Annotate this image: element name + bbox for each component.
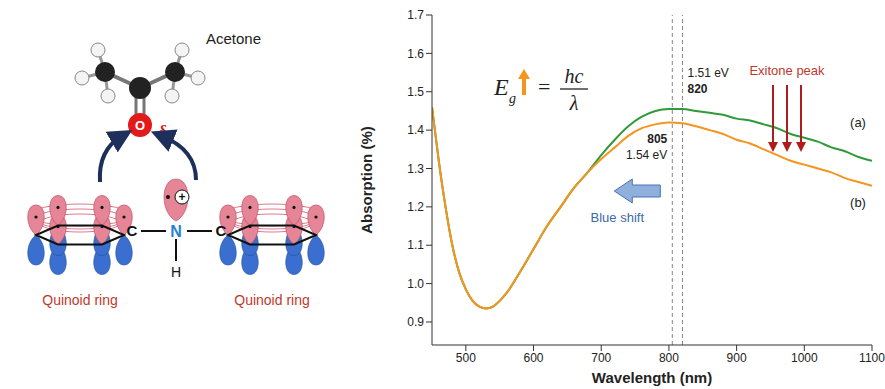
svg-text:1.1: 1.1 — [407, 238, 424, 252]
svg-text:1100: 1100 — [859, 351, 885, 365]
svg-text:C: C — [127, 222, 138, 239]
svg-text:800: 800 — [659, 351, 679, 365]
svg-text:N: N — [170, 223, 182, 240]
svg-text:+: + — [178, 190, 185, 204]
svg-text:(b): (b) — [850, 195, 866, 210]
svg-text:C: C — [216, 222, 227, 239]
svg-text:δ: δ — [158, 122, 167, 141]
svg-text:λ: λ — [569, 92, 579, 114]
svg-text:1.4: 1.4 — [407, 123, 424, 137]
svg-text:1.7: 1.7 — [407, 8, 424, 22]
svg-text:=: = — [538, 74, 550, 99]
svg-text:E: E — [493, 74, 509, 100]
svg-text:600: 600 — [524, 351, 544, 365]
svg-text:1.51 eV: 1.51 eV — [687, 66, 728, 80]
svg-text:Wavelength (nm): Wavelength (nm) — [592, 369, 712, 386]
svg-text:Acetone: Acetone — [206, 30, 261, 47]
svg-text:1.5: 1.5 — [407, 85, 424, 99]
svg-text:820: 820 — [687, 82, 707, 96]
svg-text:g: g — [509, 91, 516, 106]
svg-text:0.9: 0.9 — [407, 315, 424, 329]
svg-text:900: 900 — [727, 351, 747, 365]
svg-text:Absorption (%): Absorption (%) — [358, 126, 375, 233]
svg-text:Quinoid ring: Quinoid ring — [234, 292, 310, 308]
svg-text:700: 700 — [591, 351, 611, 365]
svg-text:Quinoid ring: Quinoid ring — [42, 292, 118, 308]
svg-text:1.2: 1.2 — [407, 200, 424, 214]
svg-text:1.3: 1.3 — [407, 162, 424, 176]
svg-text:Exitone peak: Exitone peak — [749, 63, 825, 78]
svg-text:805: 805 — [647, 132, 667, 146]
svg-text:O: O — [135, 118, 145, 133]
svg-text:hc: hc — [565, 65, 584, 87]
svg-text:1.0: 1.0 — [407, 277, 424, 291]
svg-text:500: 500 — [456, 351, 476, 365]
svg-text:(a): (a) — [850, 115, 866, 130]
svg-text:1.6: 1.6 — [407, 47, 424, 61]
svg-text:1.54 eV: 1.54 eV — [626, 148, 667, 162]
svg-text:H: H — [171, 264, 181, 280]
svg-text:Blue shift: Blue shift — [591, 210, 645, 225]
svg-text:1000: 1000 — [791, 351, 818, 365]
